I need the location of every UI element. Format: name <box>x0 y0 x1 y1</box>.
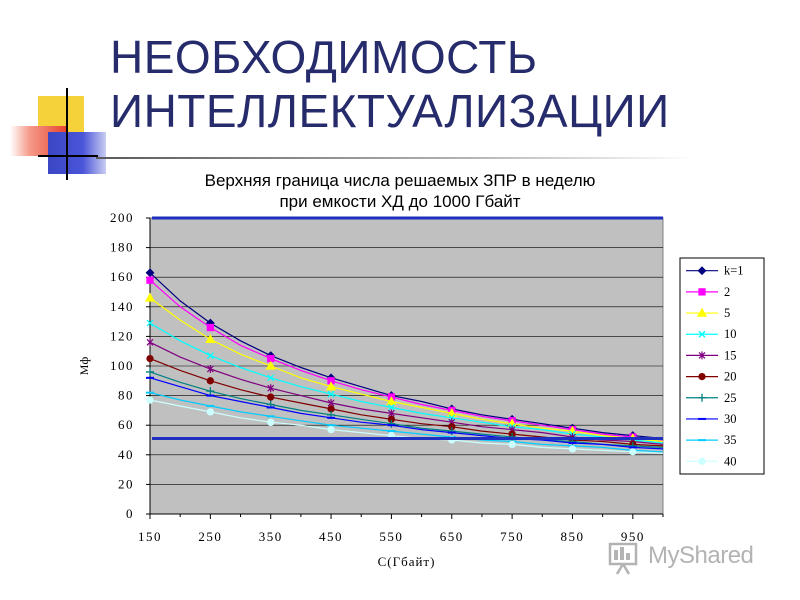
series-6-point <box>146 354 154 363</box>
legend-label: 40 <box>724 454 737 468</box>
y-axis-label: Мф <box>77 357 91 376</box>
series-3-point <box>205 334 216 344</box>
series-4-point <box>267 374 275 382</box>
slide-title-line-2: ИНТЕЛЛЕКТУАЛИЗАЦИИ <box>110 85 670 137</box>
y-tick-label-200: 200 <box>110 210 134 225</box>
legend-swatch-marker <box>698 330 706 338</box>
series-3-point <box>325 381 337 391</box>
y-tick-label-180: 180 <box>110 240 134 255</box>
title-underline <box>96 157 696 159</box>
series-5-point <box>146 338 154 347</box>
series-8-line <box>149 377 664 450</box>
decor-blue-square <box>48 132 106 174</box>
legend-swatch-marker <box>697 266 707 276</box>
chart-title-line-2: при емкости ХД до 1000 Гбайт <box>279 192 521 211</box>
legend-label: 15 <box>724 348 737 362</box>
legend-label: 2 <box>724 285 730 299</box>
legend-label: 25 <box>724 391 737 405</box>
series-6-point <box>267 393 275 401</box>
x-tick-label-350: 350 <box>259 529 283 544</box>
x-axis-label: C(Гбайт) <box>378 554 436 569</box>
series-6-point <box>206 377 215 385</box>
watermark: MyShared <box>606 538 776 578</box>
y-tick-label-100: 100 <box>110 358 134 373</box>
series-10-point <box>146 396 154 404</box>
legend-label: 35 <box>724 433 737 447</box>
y-tick-label-60: 60 <box>118 417 134 432</box>
series-7-point <box>206 387 215 396</box>
legend-label: 5 <box>724 306 730 320</box>
legend-label: 20 <box>724 370 737 384</box>
series-6-line <box>149 358 664 447</box>
chart-title: Верхняя граница числа решаемых ЗПР в нед… <box>160 170 640 212</box>
series-2-point <box>146 276 154 284</box>
series-3-point <box>386 396 397 406</box>
series-7-line <box>149 371 664 448</box>
presentation-board-icon <box>608 542 638 575</box>
decor-horizontal-line <box>38 155 98 157</box>
series-9-line <box>149 392 664 453</box>
y-tick-label-40: 40 <box>118 447 134 462</box>
series-10-point <box>568 445 577 453</box>
series-10-point <box>629 448 637 456</box>
series-4-point <box>327 390 335 398</box>
series-3-line <box>149 297 664 443</box>
series-1-point <box>145 268 155 278</box>
series-4-point <box>206 352 214 360</box>
legend-label: 30 <box>724 412 737 426</box>
legend-swatch-marker <box>698 351 706 360</box>
chart-title-line-1: Верхняя граница числа решаемых ЗПР в нед… <box>204 171 596 190</box>
x-tick-label-850: 850 <box>560 529 584 544</box>
series-7-point <box>447 427 456 436</box>
y-tick-label-140: 140 <box>110 299 134 314</box>
legend-swatch-marker <box>698 372 706 381</box>
series-7-point <box>146 367 154 376</box>
x-tick-label-550: 550 <box>379 529 403 544</box>
x-tick-label-150: 150 <box>138 529 162 544</box>
y-tick-label-20: 20 <box>118 476 134 491</box>
y-tick-label-0: 0 <box>126 506 134 521</box>
x-tick-label-750: 750 <box>500 529 524 544</box>
x-tick-label-450: 450 <box>319 529 343 544</box>
series-3-point <box>446 408 457 418</box>
series-4-line <box>149 322 664 444</box>
series-4-point <box>387 403 395 411</box>
series-5-point <box>206 364 214 373</box>
y-tick-label-160: 160 <box>110 269 134 284</box>
x-tick-label-250: 250 <box>198 529 222 544</box>
legend-swatch-marker <box>698 393 706 402</box>
legend-label: 10 <box>724 327 737 341</box>
series-10-point <box>327 425 335 434</box>
series-10-point <box>508 440 516 449</box>
slide-title-line-1: НЕОБХОДИМОСТЬ <box>110 31 538 83</box>
watermark-text: MyShared <box>648 542 754 569</box>
legend-swatch-marker <box>698 457 706 465</box>
legend-box <box>679 257 765 475</box>
series-1-line <box>149 272 664 440</box>
x-tick-label-650: 650 <box>440 529 464 544</box>
series-2-line <box>149 279 664 441</box>
y-tick-label-80: 80 <box>118 388 134 403</box>
series-10-point <box>206 408 215 416</box>
series-3-point <box>144 292 156 302</box>
series-2-point <box>206 323 215 332</box>
series-10-point <box>267 418 275 426</box>
legend-label: k=1 <box>724 264 744 278</box>
series-4-point <box>146 319 154 327</box>
slide-title: НЕОБХОДИМОСТЬ ИНТЕЛЛЕКТУАЛИЗАЦИИ <box>110 30 670 138</box>
series-5-point <box>267 384 275 393</box>
y-tick-label-120: 120 <box>110 328 134 343</box>
legend-swatch-marker <box>698 288 706 296</box>
series-3-point <box>265 360 276 370</box>
decor-vertical-line <box>66 88 68 180</box>
series-7-point <box>387 419 396 428</box>
x-tick-label-950: 950 <box>621 529 645 544</box>
legend-swatch-marker <box>696 307 708 317</box>
